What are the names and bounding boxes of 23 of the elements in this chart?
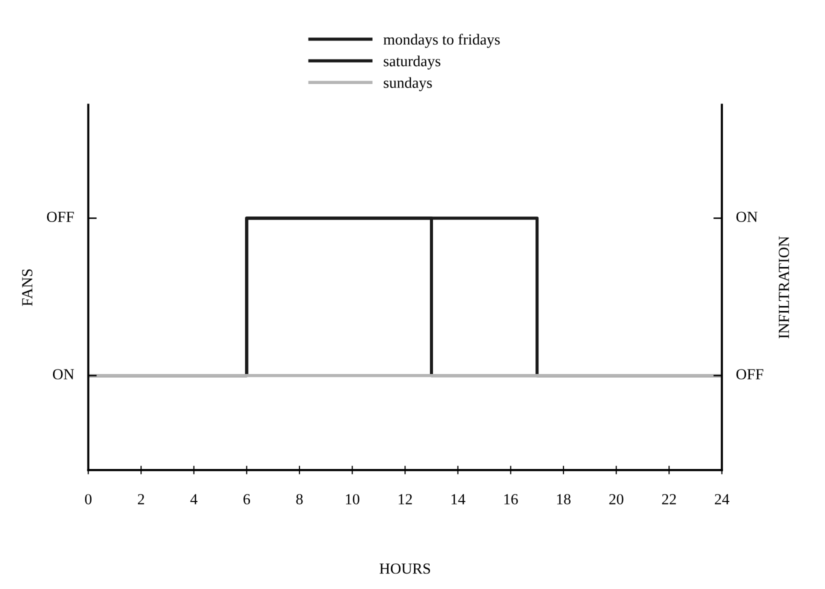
legend-label: saturdays	[384, 56, 440, 70]
text: ON	[736, 212, 758, 222]
x-tick-label: 16	[504, 494, 518, 504]
x-tick-label: 0	[85, 494, 92, 504]
x-tick-label: 20	[609, 494, 624, 504]
x-axis-title: HOURS	[380, 564, 430, 574]
y-axis-title: FANS	[22, 269, 32, 306]
text: OFF	[46, 212, 74, 222]
legend-label: sundays	[384, 77, 432, 92]
x-tick-label: 8	[296, 494, 303, 504]
x-tick-label: 4	[190, 494, 198, 504]
x-tick-label: 12	[398, 494, 412, 504]
x-tick-label: 6	[244, 494, 250, 504]
x-tick-label: 24	[714, 494, 730, 504]
x-tick-label: 18	[557, 494, 571, 504]
text: ON	[52, 369, 74, 380]
legend-label: mondays to fridays	[384, 34, 500, 48]
y2-axis-title: INFILTRATION	[778, 236, 790, 338]
x-tick-label: 2	[138, 494, 144, 504]
x-tick-label: 10	[346, 494, 360, 504]
text: OFF	[736, 369, 764, 380]
x-tick-label: 14	[452, 494, 466, 504]
x-tick-label: 22	[662, 494, 676, 504]
